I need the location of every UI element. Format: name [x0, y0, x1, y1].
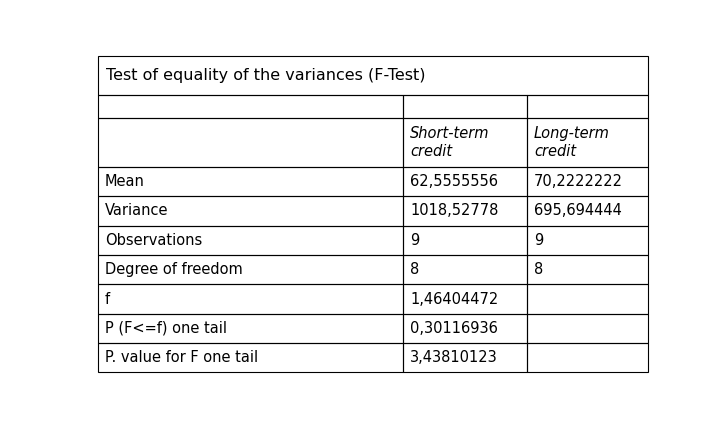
Bar	[97, 343, 403, 372]
Bar	[526, 284, 648, 314]
Text: 3,43810123: 3,43810123	[410, 350, 498, 365]
Bar	[97, 284, 403, 314]
Bar	[403, 95, 526, 118]
Text: 70,2222222: 70,2222222	[534, 174, 623, 189]
Text: Long-term
credit: Long-term credit	[534, 127, 610, 159]
Bar	[526, 118, 648, 167]
Bar	[97, 226, 403, 255]
Bar	[526, 226, 648, 255]
Bar	[97, 95, 403, 118]
Bar	[526, 167, 648, 196]
Bar	[97, 167, 403, 196]
Text: P. value for F one tail: P. value for F one tail	[105, 350, 258, 365]
Text: Test of equality of the variances (F-Test): Test of equality of the variances (F-Tes…	[106, 68, 425, 83]
Bar	[403, 255, 526, 284]
Text: 0,30116936: 0,30116936	[410, 321, 498, 336]
Text: 695,694444: 695,694444	[534, 204, 622, 219]
Bar	[97, 255, 403, 284]
Text: Degree of freedom: Degree of freedom	[105, 262, 243, 277]
Bar	[526, 95, 648, 118]
Text: P (F<=f) one tail: P (F<=f) one tail	[105, 321, 227, 336]
Bar	[97, 118, 403, 167]
Text: 8: 8	[534, 262, 543, 277]
Bar	[97, 314, 403, 343]
Text: 62,5555556: 62,5555556	[410, 174, 498, 189]
Bar	[403, 196, 526, 226]
Text: 8: 8	[410, 262, 419, 277]
Bar	[526, 196, 648, 226]
Text: 9: 9	[410, 233, 419, 248]
Text: 1018,52778: 1018,52778	[410, 204, 499, 219]
Text: Observations: Observations	[105, 233, 202, 248]
Bar	[97, 196, 403, 226]
Bar	[526, 255, 648, 284]
Bar	[403, 284, 526, 314]
Bar	[403, 118, 526, 167]
Bar	[403, 343, 526, 372]
Bar	[97, 56, 648, 95]
Bar	[526, 314, 648, 343]
Bar	[403, 167, 526, 196]
Text: 1,46404472: 1,46404472	[410, 291, 499, 307]
Bar	[403, 226, 526, 255]
Text: Short-term
credit: Short-term credit	[410, 127, 490, 159]
Text: f: f	[105, 291, 110, 307]
Text: Variance: Variance	[105, 204, 169, 219]
Bar	[403, 314, 526, 343]
Text: Mean: Mean	[105, 174, 145, 189]
Text: 9: 9	[534, 233, 543, 248]
Bar	[526, 343, 648, 372]
